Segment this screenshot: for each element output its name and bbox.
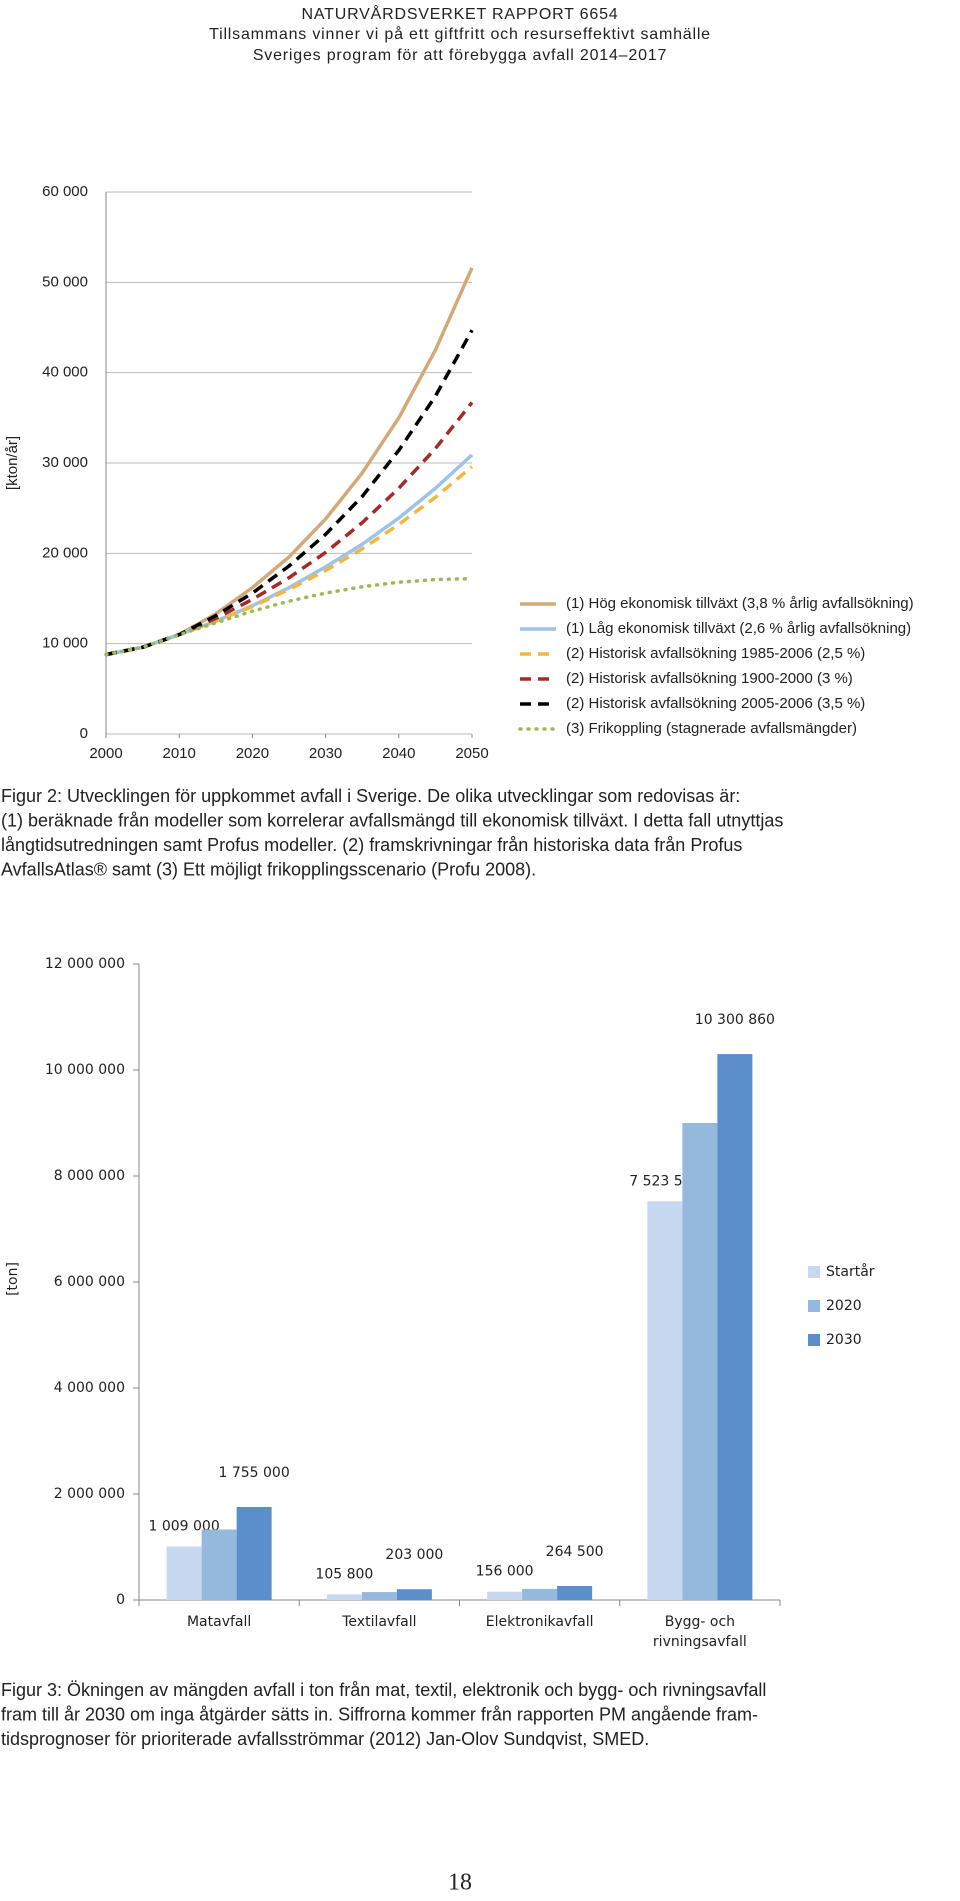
bar [647, 1201, 683, 1600]
caption-line: fram till år 2030 om inga åtgärder sätts… [1, 1704, 758, 1724]
y-tick-label: 40 000 [42, 364, 88, 381]
legend-label: (3) Frikoppling (stagnerade avfallsmängd… [566, 720, 857, 737]
value-label: 156 000 [476, 1564, 534, 1580]
series-line [105, 401, 474, 657]
value-label: 1 755 000 [218, 1465, 289, 1481]
line-chart: [kton/år] 0 10 000 20 000 30 000 40 000 50 000… [4, 183, 914, 762]
caption-line: (1) beräknade från modeller som korreler… [1, 810, 783, 830]
bar [166, 1546, 202, 1600]
y-tick-label: 20 000 [42, 544, 88, 561]
legend-label: (1) Hög ekonomisk tillväxt (3,8 % årlig … [566, 595, 914, 612]
caption-line: Figur 3: Ökningen av mängden avfall i to… [1, 1680, 766, 1700]
legend-label: (1) Låg ekonomisk tillväxt (2,6 % årlig … [566, 620, 911, 637]
x-tick-label: Textilavfall [342, 1614, 417, 1630]
y-tick-label: 30 000 [42, 454, 88, 471]
y-axis-label: [kton/år] [4, 436, 21, 490]
value-label: 105 800 [315, 1566, 373, 1582]
caption-line: AvfallsAtlas® samt (3) Ett möjligt friko… [1, 859, 536, 879]
caption-line: Figur 2: Utvecklingen för uppkommet avfa… [1, 786, 740, 806]
legend-label: 2020 [826, 1298, 862, 1314]
y-tick-label: 0 [80, 725, 88, 742]
legend-label: 2030 [826, 1332, 862, 1348]
bar [487, 1591, 523, 1600]
x-tick-label-box: Bygg- och rivningsavfall [652, 1614, 747, 1650]
x-tick-label: 2040 [382, 745, 415, 762]
x-tick-label: 2010 [163, 745, 196, 762]
x-tick-label: Bygg- och rivningsavfall [652, 1614, 747, 1650]
x-tick-label-box: Matavfall [186, 1614, 252, 1630]
legend-label: Startår [826, 1263, 875, 1280]
series-line [105, 267, 474, 657]
legend-swatch [808, 1300, 820, 1312]
x-tick-label-box: Textilavfall [342, 1614, 417, 1630]
y-tick-label: 10 000 000 [45, 1062, 125, 1078]
page-number: 18 [448, 1870, 472, 1896]
y-tick-label: 50 000 [42, 273, 88, 290]
series-line [105, 329, 474, 657]
y-tick-label: 6 000 000 [54, 1274, 125, 1290]
legend-swatch [808, 1266, 820, 1278]
legend-label: (2) Historisk avfallsökning 2005-2006 (3… [566, 695, 865, 712]
x-tick-label: 2020 [236, 745, 269, 762]
legend-label: (2) Historisk avfallsökning 1900-2000 (3… [566, 670, 853, 687]
value-label: 264 500 [546, 1544, 604, 1560]
y-tick-label: 0 [116, 1592, 125, 1608]
bar-chart: [ton] 0 2 000 000 4 000 000 6 000 000 8 000 0… [5, 956, 875, 1650]
caption-line: tidsprognoser för prioriterade avfallsst… [1, 1729, 649, 1749]
y-tick-label: 12 000 000 [45, 956, 125, 972]
y-tick-label: 4 000 000 [54, 1380, 125, 1396]
caption-line: långtidsutredningen samt Profus modeller… [1, 835, 742, 855]
x-tick-label: 2050 [455, 745, 488, 762]
bar [236, 1506, 272, 1600]
captions: Figur 2: Utvecklingen för uppkommet avfa… [1, 786, 783, 1749]
bar [717, 1054, 753, 1600]
bar [326, 1594, 362, 1600]
legend-label: (2) Historisk avfallsökning 1985-2006 (2… [566, 645, 865, 662]
bar [557, 1585, 593, 1600]
x-tick-label: Elektronikavfall [485, 1614, 594, 1630]
bar [522, 1588, 558, 1600]
header: NATURVÅRDSVERKET RAPPORT 6654 Tillsamman… [209, 4, 711, 64]
bar [682, 1123, 718, 1600]
y-tick-label: 60 000 [42, 183, 88, 200]
x-tick-label-box: Elektronikavfall [485, 1614, 594, 1630]
y-tick-label: 2 000 000 [54, 1486, 125, 1502]
bar [361, 1592, 397, 1600]
header-line: Tillsammans vinner vi på ett giftfritt o… [209, 25, 711, 43]
legend-swatch [808, 1334, 820, 1346]
bar [201, 1529, 237, 1600]
series-line [104, 576, 474, 657]
y-axis-label: [ton] [5, 1262, 21, 1296]
x-tick-label: 2030 [309, 745, 342, 762]
value-label: 10 300 860 [695, 1012, 775, 1028]
header-line: Sveriges program för att förebygga avfal… [253, 47, 667, 64]
series-line [105, 465, 474, 657]
bar [396, 1589, 432, 1600]
y-tick-label: 10 000 [42, 635, 88, 652]
x-tick-label: 2000 [89, 745, 122, 762]
x-tick-label: Matavfall [186, 1614, 252, 1630]
y-tick-label: 8 000 000 [54, 1168, 125, 1184]
value-label: 203 000 [385, 1547, 443, 1563]
header-line: NATURVÅRDSVERKET RAPPORT 6654 [302, 4, 619, 23]
